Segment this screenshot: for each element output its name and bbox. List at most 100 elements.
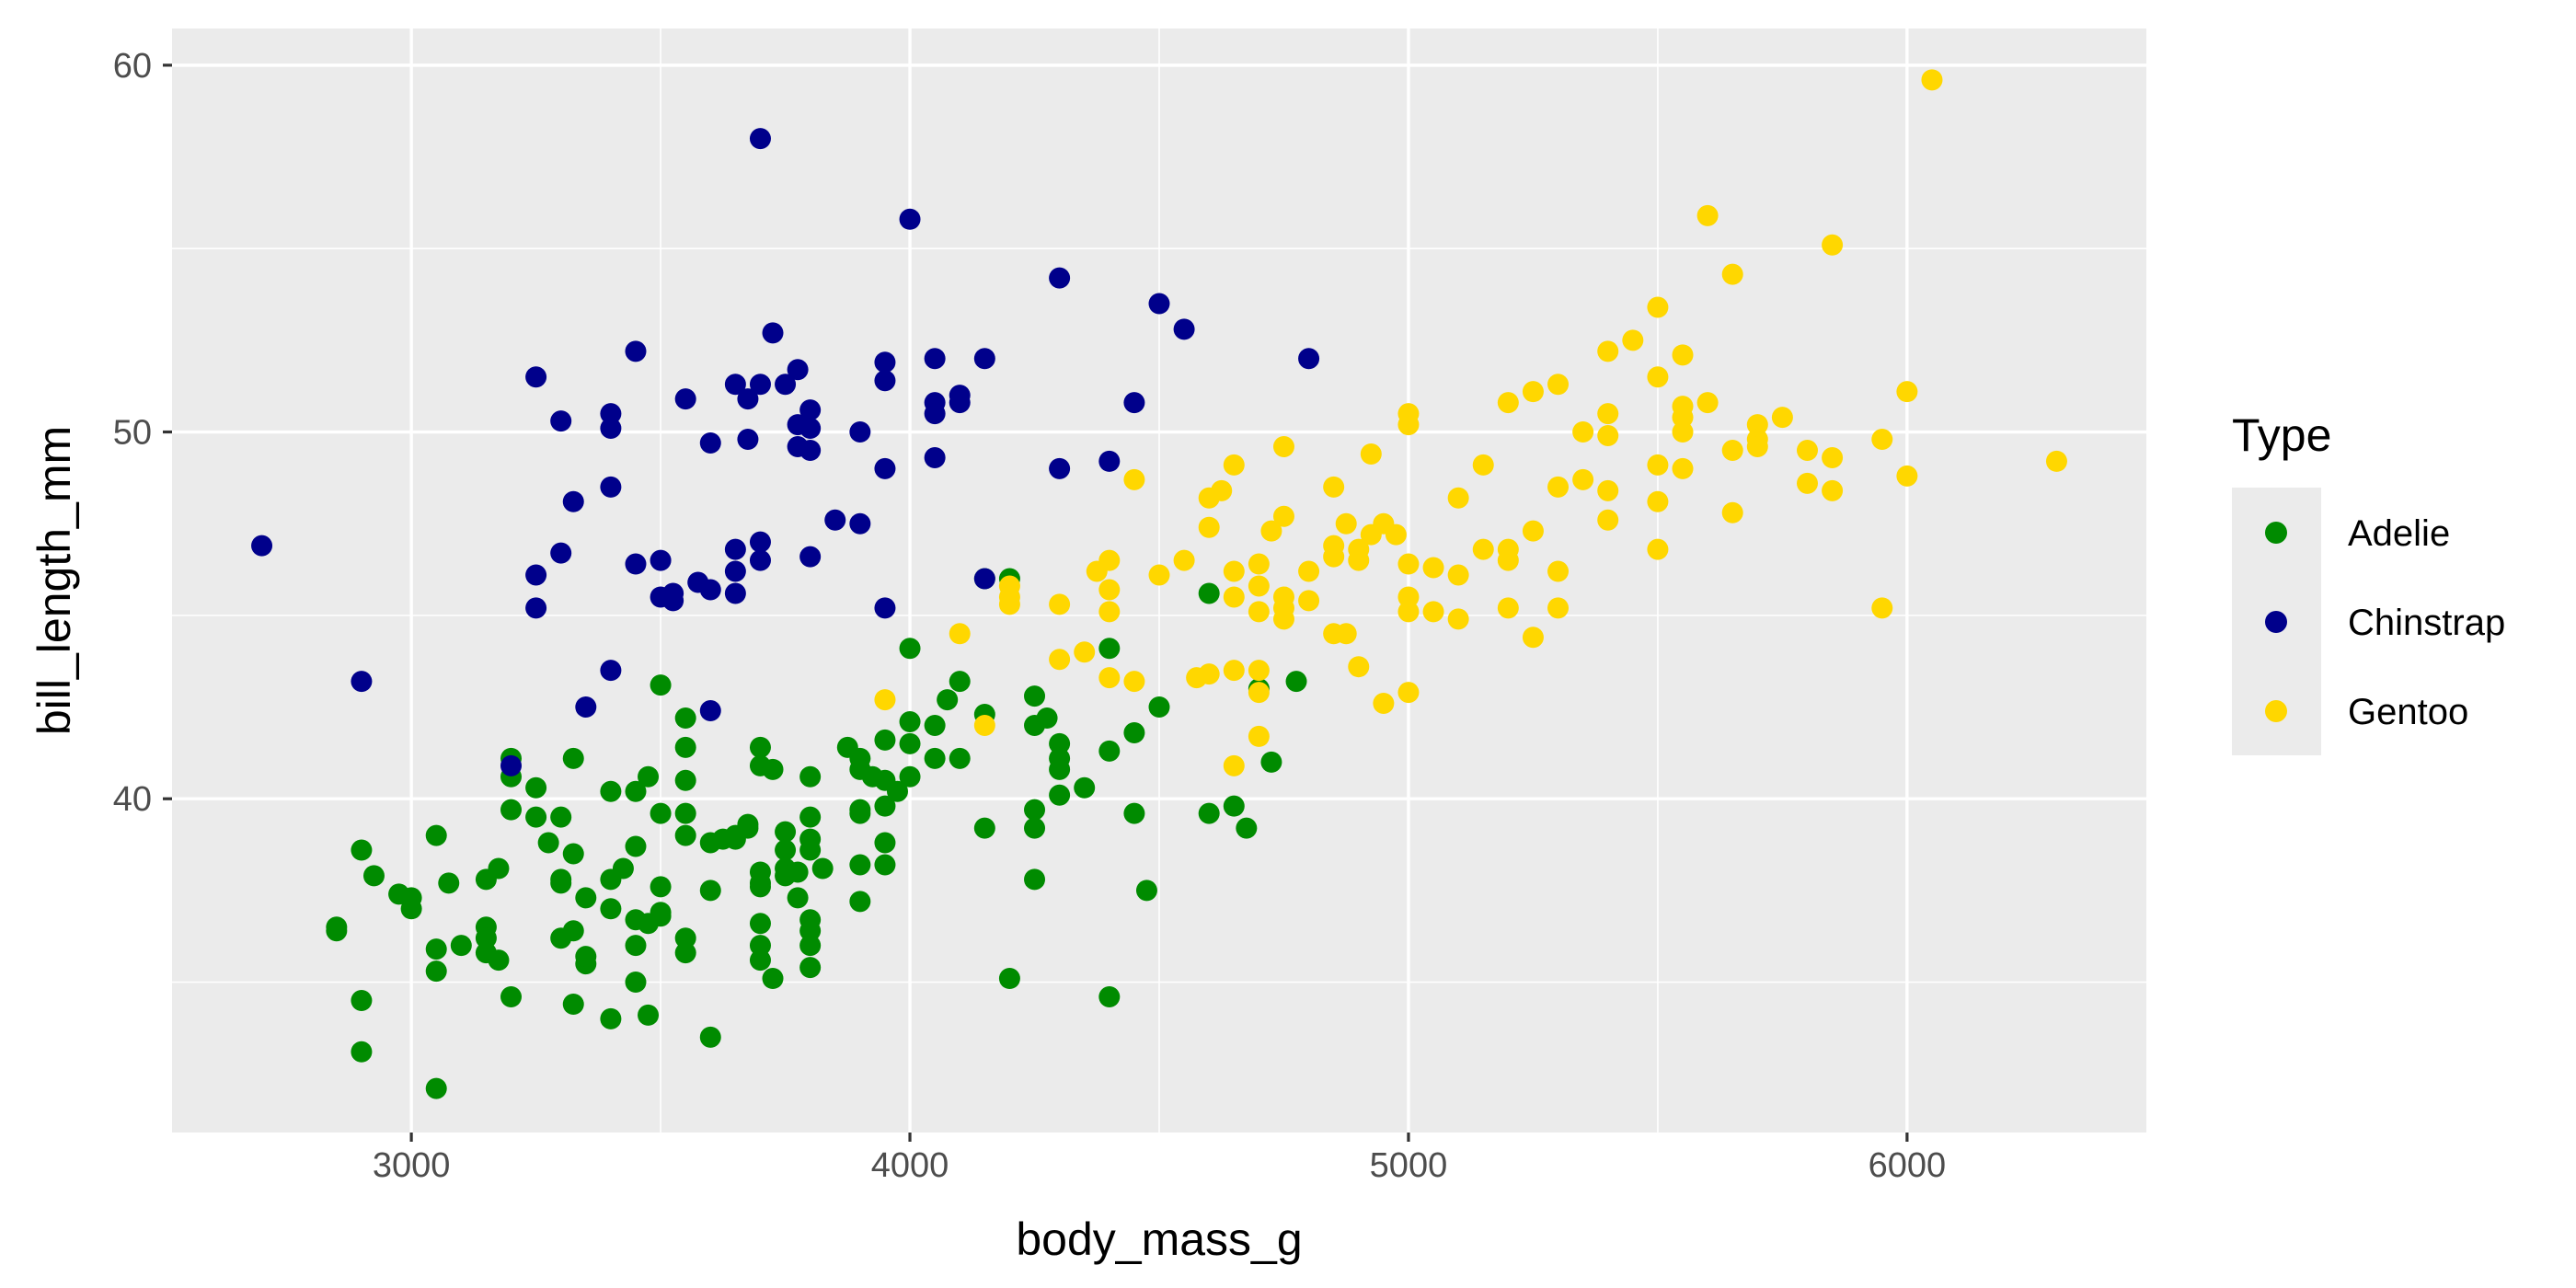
data-point-gentoo xyxy=(949,623,971,645)
data-point-adelie xyxy=(1198,582,1220,604)
data-point-adelie xyxy=(749,872,771,894)
data-point-adelie xyxy=(351,1041,373,1063)
data-point-gentoo xyxy=(1871,429,1893,451)
data-point-adelie xyxy=(1024,868,1046,891)
data-point-gentoo xyxy=(1597,425,1619,447)
data-point-chinstrap xyxy=(562,490,584,512)
data-point-gentoo xyxy=(1647,454,1669,476)
data-point-adelie xyxy=(650,802,672,824)
data-points xyxy=(251,69,2067,1099)
data-point-gentoo xyxy=(973,714,995,736)
data-point-gentoo xyxy=(1447,487,1469,509)
data-point-chinstrap xyxy=(1098,450,1121,472)
data-point-gentoo xyxy=(1248,725,1270,747)
data-point-adelie xyxy=(438,872,460,894)
data-point-adelie xyxy=(849,891,871,913)
data-point-chinstrap xyxy=(973,348,995,370)
data-point-chinstrap xyxy=(1049,267,1071,289)
data-point-chinstrap xyxy=(1148,293,1170,315)
x-axis-title: body_mass_g xyxy=(1016,1213,1302,1265)
data-point-gentoo xyxy=(1871,597,1893,619)
legend-label-adelie: Adelie xyxy=(2348,513,2450,554)
data-point-gentoo xyxy=(1522,520,1544,542)
data-point-chinstrap xyxy=(749,531,771,553)
data-point-chinstrap xyxy=(787,359,809,381)
data-point-chinstrap xyxy=(775,374,797,396)
data-point-adelie xyxy=(625,780,647,802)
data-point-gentoo xyxy=(1597,340,1619,362)
data-point-chinstrap xyxy=(600,403,622,425)
data-point-adelie xyxy=(1024,817,1046,839)
data-point-gentoo xyxy=(1298,560,1320,582)
data-point-gentoo xyxy=(1796,439,1818,461)
data-point-gentoo xyxy=(1547,476,1570,498)
data-point-gentoo xyxy=(1672,421,1694,443)
legend-key-adelie xyxy=(2265,522,2287,544)
data-point-gentoo xyxy=(1547,597,1570,619)
data-point-gentoo xyxy=(1298,590,1320,612)
data-point-adelie xyxy=(899,732,921,754)
data-point-chinstrap xyxy=(1173,318,1195,340)
data-point-chinstrap xyxy=(724,538,746,560)
data-point-chinstrap xyxy=(724,582,746,604)
data-point-gentoo xyxy=(1721,439,1743,461)
data-point-adelie xyxy=(799,765,822,788)
data-point-chinstrap xyxy=(699,700,721,722)
data-point-gentoo xyxy=(1248,553,1270,575)
y-tick-label: 40 xyxy=(113,780,152,819)
data-point-adelie xyxy=(949,747,971,769)
data-point-chinstrap xyxy=(799,418,822,440)
data-point-adelie xyxy=(550,806,572,828)
y-axis-title: bill_length_mm xyxy=(29,426,80,735)
data-point-gentoo xyxy=(1721,501,1743,523)
data-point-gentoo xyxy=(1746,435,1768,457)
data-point-adelie xyxy=(849,802,871,824)
data-point-adelie xyxy=(762,968,784,990)
data-point-adelie xyxy=(799,920,822,942)
data-point-chinstrap xyxy=(737,429,759,451)
data-point-adelie xyxy=(625,835,647,857)
legend-label-gentoo: Gentoo xyxy=(2348,692,2468,732)
data-point-adelie xyxy=(973,817,995,839)
data-point-adelie xyxy=(562,920,584,942)
data-point-chinstrap xyxy=(924,403,946,425)
data-point-gentoo xyxy=(1522,381,1544,403)
data-point-adelie xyxy=(600,898,622,920)
data-point-chinstrap xyxy=(650,549,672,571)
data-point-gentoo xyxy=(1696,204,1719,226)
data-point-adelie xyxy=(562,993,584,1015)
data-point-adelie xyxy=(1198,802,1220,824)
data-point-adelie xyxy=(1098,740,1121,762)
data-point-gentoo xyxy=(1348,656,1370,678)
data-point-gentoo xyxy=(1647,490,1669,512)
data-point-adelie xyxy=(625,972,647,994)
data-point-adelie xyxy=(351,989,373,1011)
data-point-adelie xyxy=(749,913,771,935)
data-point-adelie xyxy=(488,949,510,972)
data-point-adelie xyxy=(674,736,696,758)
data-point-gentoo xyxy=(1397,586,1420,608)
data-point-chinstrap xyxy=(924,348,946,370)
data-point-adelie xyxy=(600,780,622,802)
data-point-gentoo xyxy=(1098,549,1121,571)
data-point-adelie xyxy=(625,935,647,957)
data-point-adelie xyxy=(351,839,373,861)
data-point-chinstrap xyxy=(874,457,896,479)
data-point-chinstrap xyxy=(874,370,896,392)
data-point-gentoo xyxy=(1323,546,1345,568)
data-point-gentoo xyxy=(1597,479,1619,501)
data-point-gentoo xyxy=(1547,374,1570,396)
data-point-chinstrap xyxy=(724,374,746,396)
legend-key-gentoo xyxy=(2265,700,2287,722)
data-point-chinstrap xyxy=(874,597,896,619)
data-point-gentoo xyxy=(1472,454,1494,476)
data-point-adelie xyxy=(1223,795,1245,817)
data-point-gentoo xyxy=(1672,457,1694,479)
data-point-chinstrap xyxy=(724,560,746,582)
legend-items: Adelie Chinstrap Gentoo xyxy=(2265,513,2505,732)
data-point-adelie xyxy=(562,843,584,865)
data-point-chinstrap xyxy=(525,366,547,388)
data-point-gentoo xyxy=(1497,392,1519,414)
data-point-gentoo xyxy=(1721,263,1743,285)
data-point-gentoo xyxy=(1397,682,1420,704)
